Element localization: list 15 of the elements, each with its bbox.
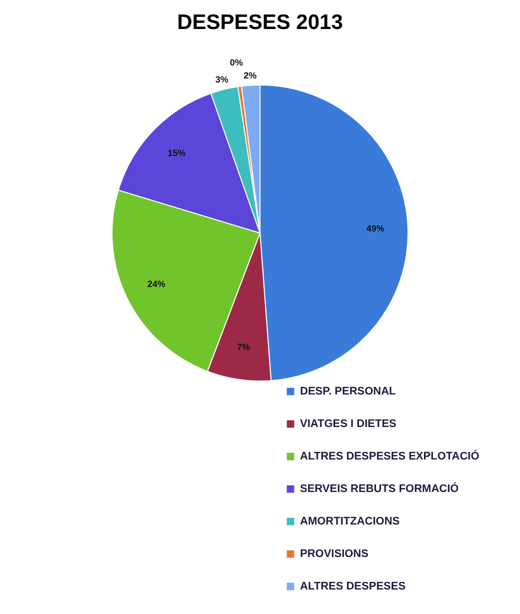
data-label: 7% xyxy=(236,342,250,352)
data-label: 0% xyxy=(230,58,243,68)
legend-label: VIATGES I DIETES xyxy=(300,418,396,430)
legend-label: ALTRES DESPESES xyxy=(300,580,406,592)
legend-label: PROVISIONS xyxy=(300,548,368,560)
legend-label: AMORTITZACIONS xyxy=(300,516,400,528)
chart-title: DESPESES 2013 xyxy=(177,11,343,34)
legend-label: ALTRES DESPESES EXPLOTACIÓ xyxy=(300,450,480,462)
data-label: 24% xyxy=(147,278,166,289)
data-label: 15% xyxy=(168,148,186,158)
data-label: 2% xyxy=(244,70,257,80)
data-label: 3% xyxy=(215,74,228,85)
legend-label: SERVEIS REBUTS FORMACIÓ xyxy=(300,482,460,495)
legend-label: DESP. PERSONAL xyxy=(300,386,396,398)
data-label: 49% xyxy=(366,224,384,234)
